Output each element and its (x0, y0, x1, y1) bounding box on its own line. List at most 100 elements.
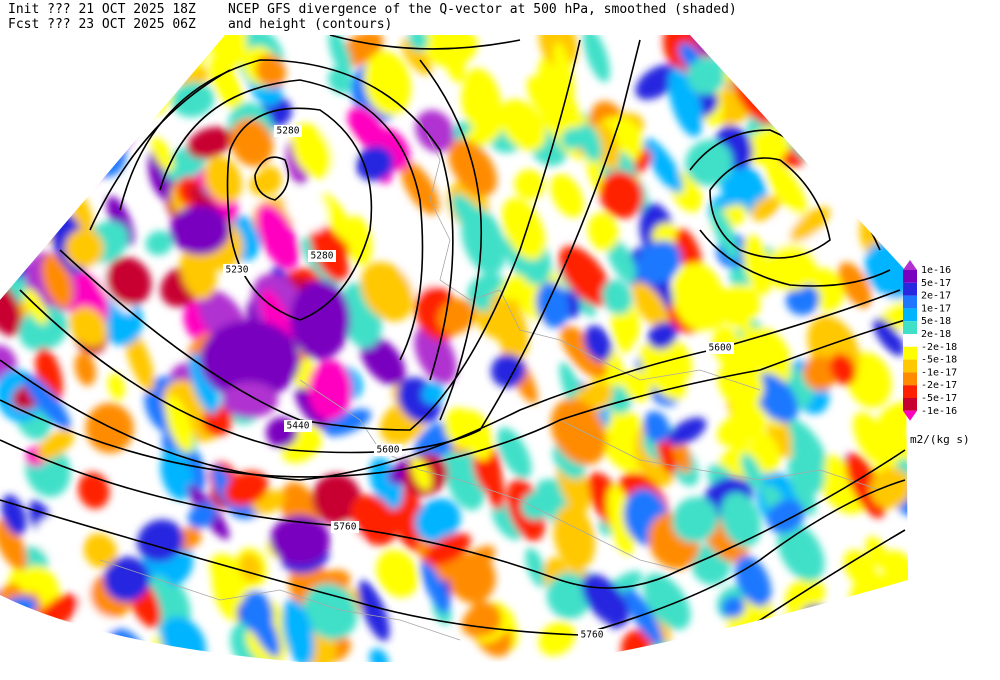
field-blob (132, 35, 160, 72)
title-line: and height (contours) (228, 17, 392, 32)
field-blob (602, 279, 633, 315)
colorbar-label: -1e-16 (921, 406, 957, 417)
field-blob (740, 453, 764, 491)
colorbar-box (903, 282, 917, 296)
field-blob (721, 596, 746, 618)
field-blob (643, 573, 691, 630)
field-blob (721, 35, 752, 51)
field-blob (584, 325, 612, 362)
field-blob (328, 35, 352, 78)
field-blob (825, 35, 863, 74)
height-contours (0, 35, 906, 641)
field-blob (0, 281, 22, 336)
field-blob (63, 84, 106, 132)
title-line: NCEP GFS divergence of the Q-vector at 5… (228, 2, 737, 17)
field-blob (35, 514, 78, 557)
field-blob (848, 602, 879, 662)
field-blob (514, 169, 545, 200)
field-blob (635, 240, 682, 285)
contour-label: 5440 (287, 421, 310, 432)
field-blob (786, 283, 820, 316)
field-blob (639, 344, 686, 401)
field-blob (632, 282, 670, 330)
field-blob (720, 492, 762, 548)
field-blob (560, 127, 587, 150)
field-blob (750, 195, 780, 221)
colorbar-label: -5e-17 (921, 393, 957, 404)
field-blob (420, 561, 450, 614)
field-blob (520, 491, 553, 520)
init-time: Init ??? 21 OCT 2025 18Z (8, 2, 196, 17)
field-blob (647, 322, 678, 350)
field-blob (735, 555, 772, 607)
colorbar-box (903, 321, 917, 334)
field-blob (698, 306, 727, 330)
field-blob (623, 369, 653, 402)
field-blob (777, 521, 825, 582)
colorbar-box (903, 334, 917, 347)
field-blob (360, 336, 406, 386)
field-blob (165, 395, 194, 453)
field-blob (587, 212, 619, 251)
colorbar-label: -2e-18 (921, 342, 957, 353)
field-blob (887, 137, 908, 187)
field-blob (759, 35, 808, 91)
field-blob (79, 108, 120, 157)
field-blob (312, 473, 362, 525)
field-blob (859, 144, 891, 184)
colorbar-label: 2e-18 (921, 329, 951, 340)
field-blob (170, 205, 230, 255)
contour-label-box (331, 521, 359, 533)
field-blob (411, 457, 432, 491)
field-blob (355, 145, 394, 182)
field-blob (258, 166, 282, 194)
field-blob (17, 172, 55, 206)
contour-label-box (284, 420, 312, 432)
field-blob (363, 50, 412, 116)
field-blob (0, 209, 23, 235)
field-blob (717, 284, 761, 327)
field-blob (65, 228, 104, 268)
colorbar-label: 5e-17 (921, 278, 951, 289)
field-blob (443, 407, 481, 449)
field-blob (101, 50, 131, 119)
field-blob (41, 253, 74, 309)
field-blob (10, 93, 60, 145)
field-blob (189, 352, 219, 414)
field-blob (83, 533, 118, 569)
colorbar-label: -5e-18 (921, 355, 957, 366)
field-blob (16, 565, 50, 593)
field-blob (501, 197, 546, 261)
contour-label: 5600 (709, 343, 732, 354)
field-blob (550, 398, 607, 466)
field-blob (91, 55, 137, 81)
contour-labels: 5280 5280 5230 5440 5600 5600 5760 5760 (223, 125, 734, 641)
contour-label-box (274, 125, 302, 137)
field-blob (867, 622, 906, 662)
field-blob (869, 467, 908, 509)
field-blob (687, 56, 726, 95)
field-blob (187, 126, 233, 159)
field-blob (145, 230, 173, 256)
field-blob (672, 496, 719, 543)
field-blob (745, 126, 792, 166)
field-blob (765, 244, 817, 291)
field-blob (672, 436, 692, 474)
field-blob (281, 598, 315, 662)
field-blob (583, 35, 610, 83)
field-blob (461, 85, 481, 128)
field-blob (809, 648, 848, 662)
colorbar-label: -1e-17 (921, 367, 957, 378)
field-blob (96, 61, 126, 92)
field-blob (81, 97, 118, 151)
field-blob (499, 99, 547, 151)
field-blob (765, 160, 807, 216)
field-blob (107, 373, 126, 400)
colorbar-label: 1e-17 (921, 303, 951, 314)
field-blob (643, 138, 684, 193)
field-blob (550, 173, 584, 218)
contour-label: 5760 (334, 522, 357, 533)
field-blob (137, 519, 184, 563)
